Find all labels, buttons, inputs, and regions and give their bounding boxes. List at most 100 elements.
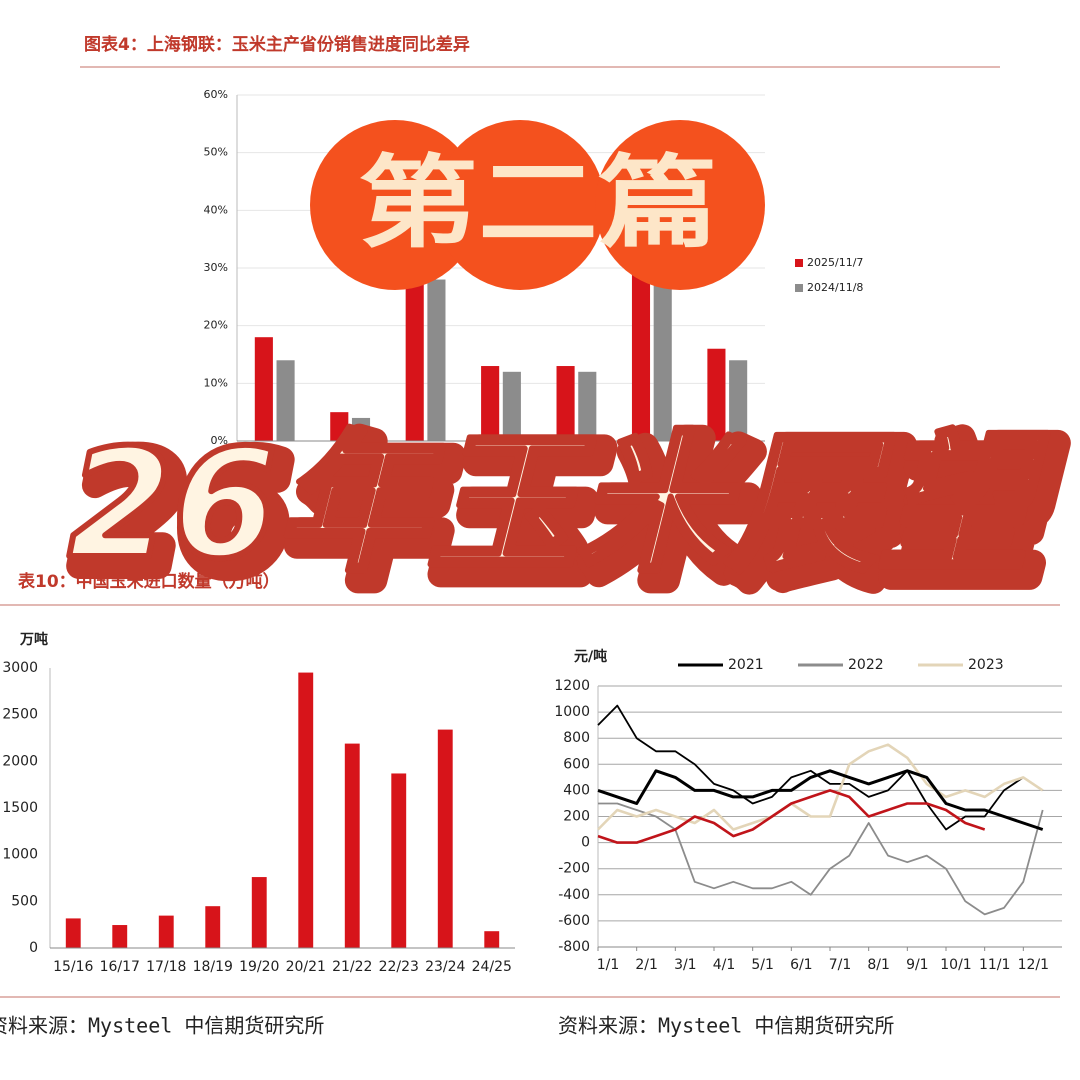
y-tick-label: 200 [563, 809, 590, 825]
y-tick-label: 30% [204, 261, 228, 274]
x-tick-label: 5/1 [751, 957, 774, 973]
x-tick-label: 2/1 [635, 957, 658, 973]
y-tick-label: -600 [558, 913, 590, 929]
x-tick-label: 11/1 [979, 957, 1010, 973]
headline: 26年玉米展望 [68, 418, 1048, 592]
x-tick-label: 19/20 [239, 959, 279, 975]
x-tick-label: 7/1 [829, 957, 852, 973]
x-tick-label: 8/1 [867, 957, 890, 973]
y-tick-label: 500 [11, 893, 38, 909]
y-tick-label: 400 [563, 782, 590, 798]
y-tick-label: 2500 [2, 707, 38, 723]
bar [298, 672, 314, 948]
bar [437, 729, 453, 948]
bar [205, 906, 221, 948]
bar [276, 360, 295, 441]
y-tick-label: 1000 [554, 704, 590, 720]
chart-title: 表10：中国玉米进口数量（万吨） [18, 571, 280, 592]
legend-label: 2024/11/8 [807, 281, 863, 294]
headline-shadow: 26年玉米展望 [78, 428, 1058, 602]
badge-circle [310, 120, 480, 290]
badge-circle [595, 120, 765, 290]
y-tick-label: -800 [558, 939, 590, 955]
legend-label: 2023 [968, 657, 1004, 673]
x-tick-label: 10/1 [940, 957, 971, 973]
y-axis-label: 万吨 [19, 631, 48, 648]
x-tick-label: 9/1 [906, 957, 929, 973]
line-series [597, 789, 986, 844]
legend-swatch [795, 259, 803, 267]
line-series [598, 802, 1044, 916]
y-tick-label: 800 [563, 730, 590, 746]
bar [502, 371, 521, 441]
y-axis-label: 元/吨 [574, 648, 607, 665]
x-tick-label: 6/1 [790, 957, 813, 973]
y-tick-label: 20% [204, 319, 228, 332]
x-tick-label: 15/16 [53, 959, 93, 975]
bar [578, 371, 597, 441]
x-tick-label: 21/22 [332, 959, 372, 975]
y-tick-label: 600 [563, 756, 590, 772]
bar [251, 877, 267, 948]
legend-label: 2021 [728, 657, 764, 673]
chart-title: 图表4：上海钢联：玉米主产省份销售进度同比差异 [84, 34, 470, 55]
x-tick-label: 黑龙江 [257, 450, 293, 464]
bar [254, 337, 273, 441]
bar [330, 412, 349, 441]
bar [391, 773, 407, 948]
legend-label: 2025/11/7 [807, 256, 863, 269]
bar [707, 348, 726, 441]
x-tick-label: 24/25 [472, 959, 512, 975]
bar [351, 417, 371, 441]
y-tick-label: 1200 [554, 678, 590, 694]
y-tick-label: 60% [204, 88, 228, 101]
line-series [597, 769, 1044, 831]
x-tick-label: 1/1 [597, 957, 620, 973]
bar [427, 279, 446, 441]
bar [484, 931, 500, 948]
line-series [597, 743, 1044, 831]
bar [112, 925, 128, 948]
y-tick-label: 1500 [2, 800, 38, 816]
x-tick-label: 4/1 [713, 957, 736, 973]
y-tick-label: 1000 [2, 847, 38, 863]
y-tick-label: -200 [558, 861, 590, 877]
x-tick-label: 12/1 [1018, 957, 1049, 973]
x-tick-label: 3/1 [674, 957, 697, 973]
x-tick-label: 22/23 [379, 959, 419, 975]
badge-circle [435, 120, 605, 290]
bar [729, 360, 748, 441]
x-tick-label: 20/21 [286, 959, 326, 975]
y-tick-label: -400 [558, 887, 590, 903]
bar [556, 366, 575, 441]
y-tick-label: 10% [204, 376, 228, 389]
y-tick-label: 3000 [2, 660, 38, 676]
bar [344, 743, 360, 948]
x-tick-label: 16/17 [100, 959, 140, 975]
x-tick-label: 17/18 [146, 959, 186, 975]
charts: 0% 10% 20% 30% 40% 50% 60% 黑龙江 2025/11/7 2024/11/… [2, 88, 1062, 975]
source-note: 资料来源：Mysteel 中信期货研究所 [558, 1014, 894, 1038]
y-tick-label: 2000 [2, 753, 38, 769]
y-tick-label: 0% [211, 434, 228, 447]
y-tick-label: 50% [204, 146, 228, 159]
legend-swatch [795, 284, 803, 292]
bar [65, 918, 81, 948]
legend-label: 2022 [848, 657, 884, 673]
y-tick-label: 0 [29, 940, 38, 956]
bar [631, 273, 651, 441]
bar [405, 268, 424, 441]
y-tick-label: 40% [204, 203, 228, 216]
bar [481, 366, 500, 441]
overlay: 第二篇 26年玉米展望 26年玉米展望 [65, 120, 1071, 615]
badge-text: 第二篇 [358, 144, 718, 261]
x-tick-label: 18/19 [193, 959, 233, 975]
line-series [597, 704, 1044, 831]
y-tick-label: 0 [581, 835, 590, 851]
source-note: 资料来源：Mysteel 中信期货研究所 [0, 1014, 324, 1038]
bar [653, 285, 672, 441]
bar [158, 915, 174, 948]
x-tick-label: 23/24 [425, 959, 465, 975]
